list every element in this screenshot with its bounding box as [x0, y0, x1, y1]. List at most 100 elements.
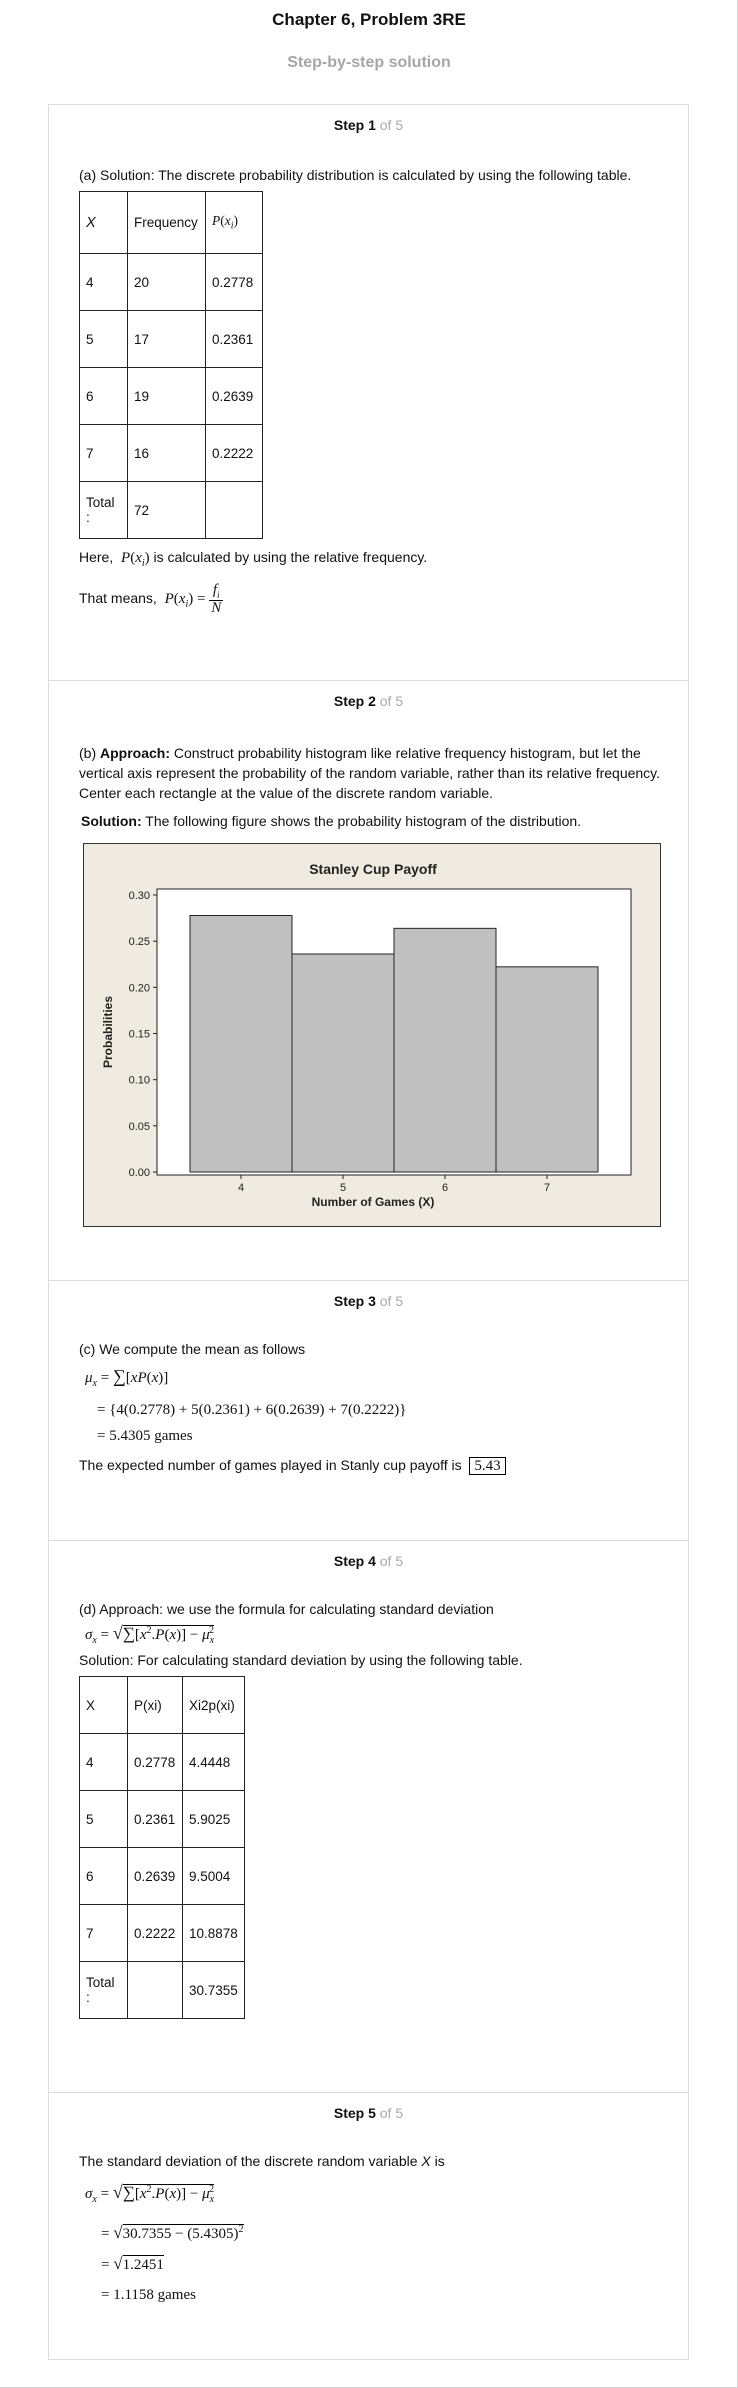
- mean-formula: μx = ∑[xP(x)] = {4(0.2778) + 5(0.2361) +…: [85, 1363, 668, 1449]
- histogram-bar: [291, 953, 395, 1173]
- mean-line-3: = 5.4305 games: [97, 1428, 193, 1444]
- step-of-total: of 5: [379, 2105, 404, 2121]
- y-axis-label: Probabilities: [101, 996, 115, 1068]
- table-cell: 0.2361: [127, 1790, 183, 1848]
- mean-line-2: = {4(0.2778) + 5(0.2361) + 6(0.2639) + 7…: [97, 1402, 407, 1418]
- table-header-cell: P(xi): [205, 191, 263, 254]
- step-3-header: Step 3 of 5: [49, 1293, 688, 1309]
- table-header-cell: P(xi): [127, 1676, 183, 1734]
- table-total-row: Total : 72: [79, 481, 263, 539]
- table-cell: 7: [79, 1904, 128, 1962]
- table-row: 4 20 0.2778: [79, 253, 263, 311]
- sd-formula: σx = √∑[x2.P(x)] − μx2: [85, 1623, 215, 1646]
- table-cell: 0.2778: [205, 253, 263, 311]
- step-number: Step 1: [333, 117, 376, 133]
- table-cell: 6: [79, 1847, 128, 1905]
- step-number: Step 5: [333, 2105, 376, 2121]
- y-tick-label: 0.00: [129, 1167, 150, 1179]
- means-line: That means, P(xi) = fi N: [79, 582, 224, 616]
- step-1-intro: (a) Solution: The discrete probability d…: [79, 167, 632, 183]
- x-tick-label: 7: [544, 1182, 550, 1194]
- mean-answer-box: 5.43: [469, 1457, 506, 1475]
- distribution-table: X Frequency P(xi) 4 20 0.2778 5 17 0.236…: [79, 191, 263, 539]
- table-header-row: X Frequency P(xi): [79, 191, 263, 254]
- step-number: Step 2: [333, 693, 376, 709]
- table-cell: 0.2361: [205, 310, 263, 368]
- table-row: 7 16 0.2222: [79, 424, 263, 482]
- sd-calculation: σx = √∑[x2.P(x)] − μx2 = √30.7355 − (5.4…: [85, 2175, 668, 2310]
- step-4-header: Step 4 of 5: [49, 1553, 688, 1569]
- step-of-total: of 5: [379, 693, 404, 709]
- table-cell: 20: [127, 253, 206, 311]
- table-row: 5 0.2361 5.9025: [79, 1790, 245, 1848]
- step-of-total: of 5: [379, 117, 404, 133]
- probability-histogram: Stanley Cup Payoff 0.00 0.05 0.10 0.15 0.20 0…: [101, 861, 632, 1209]
- table-cell: 7: [79, 424, 128, 482]
- step-number: Step 4: [333, 1553, 376, 1569]
- here-line: Here, P(xi) is calculated by using the r…: [79, 549, 428, 569]
- table-cell: 4: [79, 253, 128, 311]
- step-4-solution: Solution: For calculating standard devia…: [79, 1652, 523, 1668]
- table-header-cell: X: [79, 1676, 128, 1734]
- step-1-card: Step 1 of 5 (a) Solution: The discrete p…: [48, 104, 689, 680]
- table-cell: 5: [79, 1790, 128, 1848]
- x-tick-label: 6: [442, 1182, 448, 1194]
- table-row: 6 0.2639 9.5004: [79, 1847, 245, 1905]
- table-header-cell: Frequency: [127, 191, 206, 254]
- table-header-cell: Xi2p(xi): [182, 1676, 245, 1734]
- table-total-row: Total : 30.7355: [79, 1961, 245, 2019]
- table-cell: 5: [79, 310, 128, 368]
- table-cell: 0.2639: [205, 367, 263, 425]
- histogram-bar: [495, 966, 599, 1173]
- histogram-frame: Stanley Cup Payoff 0.00 0.05 0.10 0.15 0.20 0…: [83, 843, 661, 1227]
- x-tick-label: 4: [238, 1182, 244, 1194]
- table-cell: 0.2639: [127, 1847, 183, 1905]
- sd-line-2: = √30.7355 − (5.4305)2: [101, 2223, 244, 2242]
- table-cell: 4.4448: [182, 1733, 245, 1791]
- step-2-approach: (b) Approach: Construct probability hist…: [79, 745, 661, 801]
- table-row: 7 0.2222 10.8878: [79, 1904, 245, 1962]
- y-tick-label: 0.25: [129, 936, 150, 948]
- table-cell: 0.2222: [127, 1904, 183, 1962]
- table-cell: 0.2222: [205, 424, 263, 482]
- y-tick-label: 0.05: [129, 1121, 150, 1133]
- step-5-intro: The standard deviation of the discrete r…: [79, 2153, 445, 2169]
- histogram-bar: [393, 927, 497, 1173]
- table-cell: 0.2778: [127, 1733, 183, 1791]
- table-row: 5 17 0.2361: [79, 310, 263, 368]
- table-header-row: X P(xi) Xi2p(xi): [79, 1676, 245, 1734]
- step-5-header: Step 5 of 5: [49, 2105, 688, 2121]
- table-cell: 6: [79, 367, 128, 425]
- table-cell: Total :: [79, 481, 128, 539]
- table-cell: 9.5004: [182, 1847, 245, 1905]
- table-cell: 4: [79, 1733, 128, 1791]
- y-tick-label: 0.20: [129, 982, 150, 994]
- step-4-intro: (d) Approach: we use the formula for cal…: [79, 1601, 494, 1617]
- y-tick-label: 0.15: [129, 1029, 150, 1041]
- step-3-card: Step 3 of 5 (c) We compute the mean as f…: [48, 1280, 689, 1540]
- table-row: 6 19 0.2639: [79, 367, 263, 425]
- mean-conclusion: The expected number of games played in S…: [79, 1457, 668, 1475]
- sd-line-1: σx = √∑[x2.P(x)] − μx2: [85, 2182, 215, 2205]
- table-header-cell: X: [79, 191, 128, 254]
- mean-line-1: μx = ∑[xP(x)]: [85, 1366, 169, 1389]
- sd-line-4: = 1.1158 games: [101, 2287, 196, 2303]
- table-cell: 17: [127, 310, 206, 368]
- step-3-intro: (c) We compute the mean as follows: [79, 1341, 306, 1357]
- sd-line-3: = √1.2451: [101, 2254, 164, 2273]
- table-cell: 19: [127, 367, 206, 425]
- step-of-total: of 5: [379, 1293, 404, 1309]
- step-number: Step 3: [333, 1293, 376, 1309]
- table-cell: Total :: [79, 1961, 128, 2019]
- step-2-card: Step 2 of 5 (b) Approach: Construct prob…: [48, 680, 689, 1280]
- table-cell: 16: [127, 424, 206, 482]
- x-tick-label: 5: [340, 1182, 346, 1194]
- table-row: 4 0.2778 4.4448: [79, 1733, 245, 1791]
- table-cell: 5.9025: [182, 1790, 245, 1848]
- histogram-bar: [189, 914, 293, 1173]
- step-1-header: Step 1 of 5: [49, 117, 688, 133]
- y-tick-label: 0.30: [129, 890, 150, 902]
- table-cell: [127, 1961, 183, 2019]
- table-cell: 72: [127, 481, 206, 539]
- page-subtitle: Step-by-step solution: [287, 54, 451, 71]
